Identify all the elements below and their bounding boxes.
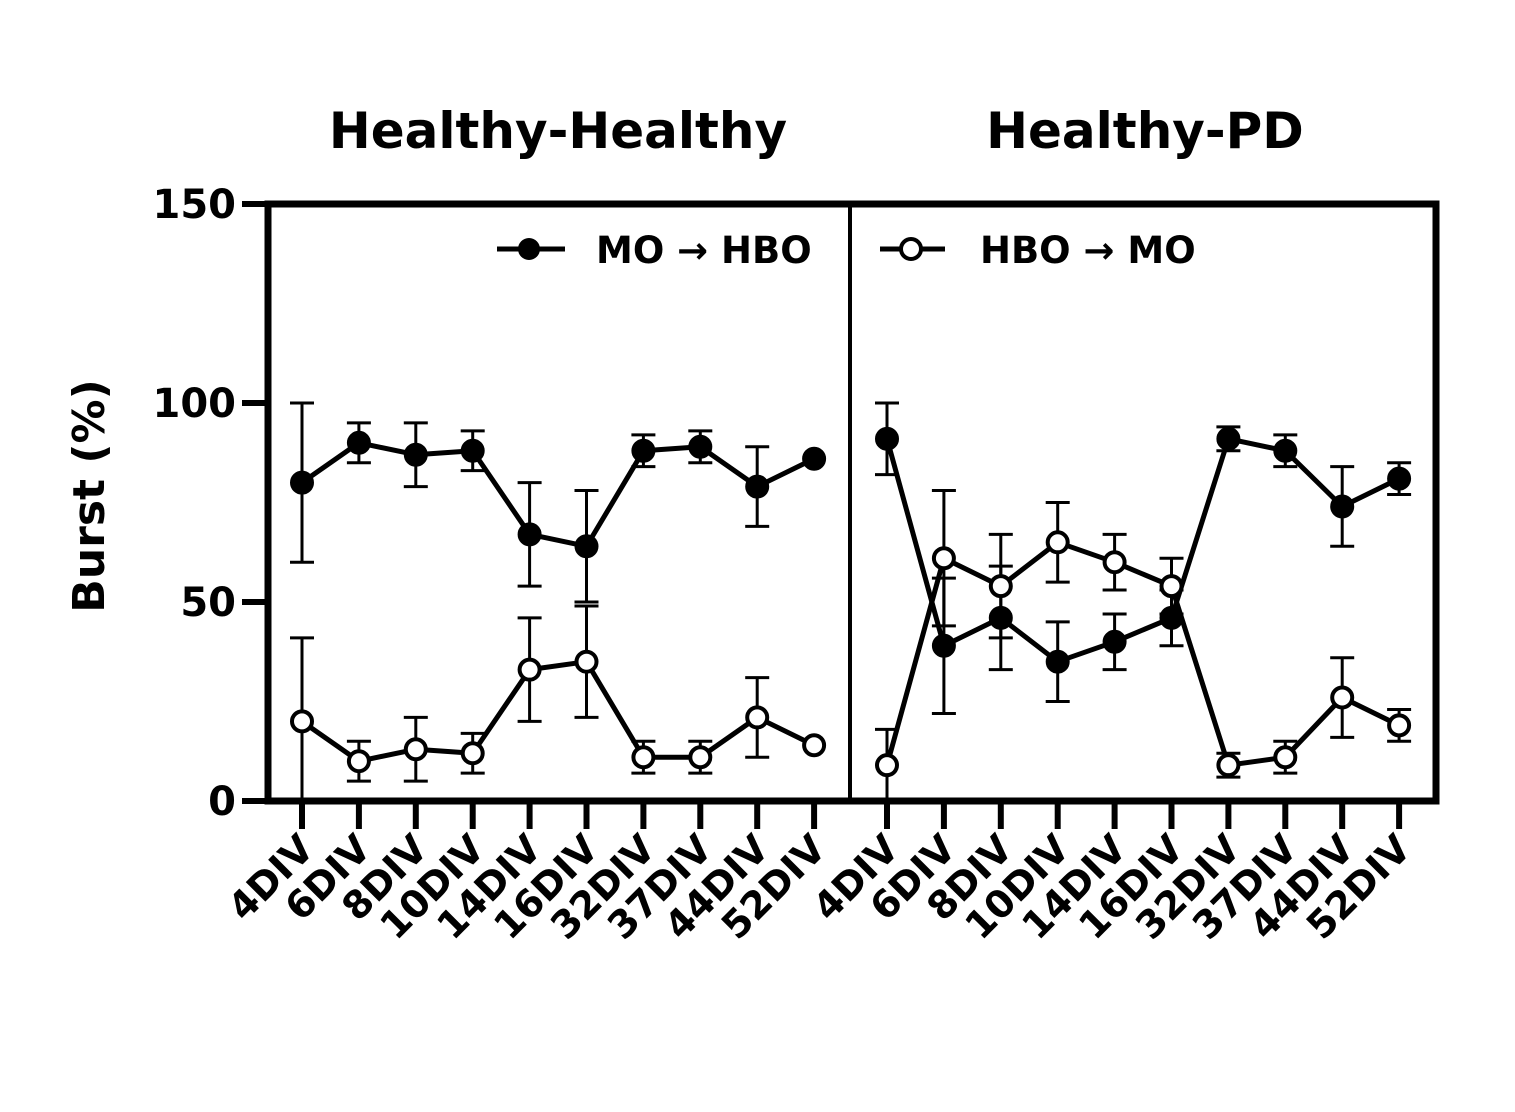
data-point	[517, 522, 542, 547]
series-hbo-to-mo	[290, 604, 827, 803]
data-point	[688, 745, 713, 770]
data-point	[1102, 629, 1127, 654]
data-point	[1102, 550, 1127, 575]
data-point	[403, 737, 428, 762]
y-axis-label: Burst (%)	[64, 379, 115, 612]
data-point	[931, 633, 956, 658]
data-point	[1045, 530, 1070, 555]
legend-marker	[518, 238, 540, 260]
data-point	[460, 438, 485, 463]
data-point	[688, 434, 713, 459]
data-point	[988, 574, 1013, 599]
data-point	[631, 745, 656, 770]
series-line	[884, 436, 1401, 665]
data-point	[875, 426, 899, 451]
y-tick-label: 0	[208, 779, 236, 825]
data-point	[1216, 753, 1241, 778]
legend: MO → HBO HBO → MO	[497, 229, 1196, 272]
data-point	[290, 470, 314, 495]
data-point	[1045, 649, 1070, 674]
legend-item: MO → HBO	[497, 229, 812, 272]
data-point	[517, 657, 542, 682]
legend-label: HBO → MO	[980, 229, 1196, 272]
series-line	[300, 659, 816, 764]
data-point	[460, 741, 485, 766]
y-tick-label: 100	[153, 381, 237, 427]
legend-marker	[899, 237, 923, 261]
data-point	[745, 474, 770, 499]
data-point	[1216, 426, 1241, 451]
y-tick-label: 50	[180, 580, 236, 626]
data-point	[1387, 713, 1412, 738]
y-tick-label: 150	[153, 182, 237, 228]
data-point	[290, 709, 314, 734]
data-point	[1330, 685, 1355, 710]
legend-label: MO → HBO	[596, 229, 812, 272]
panel-title: Healthy-PD	[986, 102, 1304, 160]
data-point	[931, 546, 956, 571]
data-point	[1387, 466, 1412, 491]
data-point	[574, 649, 599, 674]
data-point	[1273, 438, 1298, 463]
series-line	[884, 539, 1401, 768]
panel-title: Healthy-Healthy	[329, 102, 787, 160]
data-point	[875, 753, 899, 778]
plot-frame	[264, 200, 1440, 805]
data-point	[574, 534, 599, 559]
axes	[242, 201, 1403, 829]
data-point	[1159, 574, 1184, 599]
series-mo-to-hbo	[290, 401, 827, 604]
data-point	[745, 705, 770, 730]
data-point	[631, 438, 656, 463]
series-mo-to-hbo	[875, 401, 1412, 715]
series	[290, 401, 1412, 803]
data-point	[1330, 494, 1355, 519]
series-hbo-to-mo	[875, 489, 1412, 803]
data-point	[802, 446, 827, 471]
series-line	[300, 440, 816, 549]
legend-item: HBO → MO	[880, 229, 1196, 272]
data-point	[1273, 745, 1298, 770]
data-point	[346, 749, 371, 774]
data-point	[403, 442, 428, 467]
data-point	[346, 430, 371, 455]
data-point	[802, 733, 827, 758]
